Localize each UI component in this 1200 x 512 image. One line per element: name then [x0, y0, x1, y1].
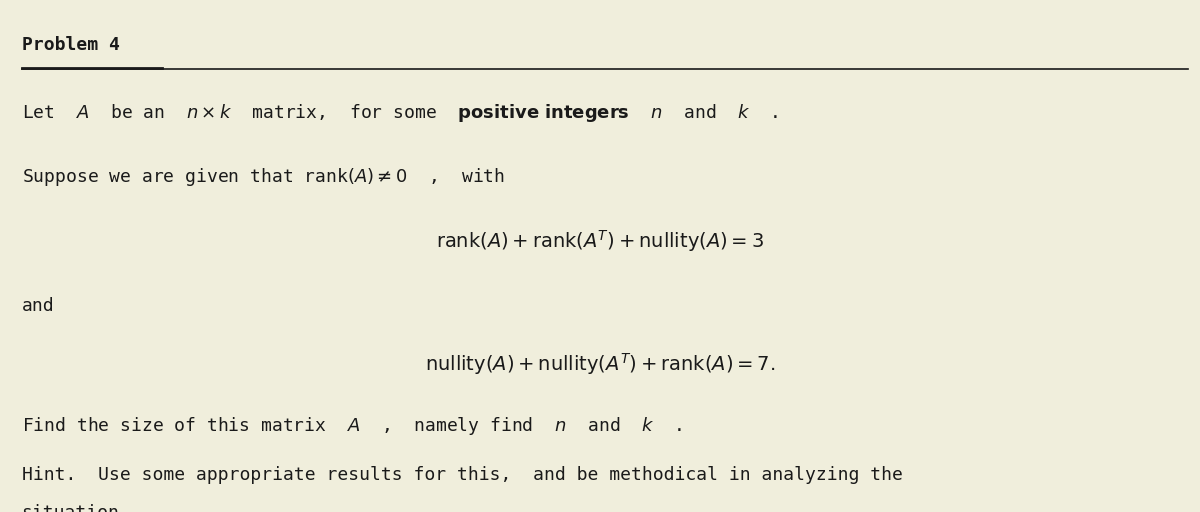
Text: Hint.  Use some appropriate results for this,  and be methodical in analyzing th: Hint. Use some appropriate results for t… [22, 466, 902, 484]
Text: $\mathrm{nullity}(A) + \mathrm{nullity}(A^T) + \mathrm{rank}(A) = 7.$: $\mathrm{nullity}(A) + \mathrm{nullity}(… [425, 351, 775, 377]
Text: Problem 4: Problem 4 [22, 36, 120, 54]
Text: situation.: situation. [22, 504, 131, 512]
Text: $\mathrm{rank}(A) + \mathrm{rank}(A^T) + \mathrm{nullity}(A) = 3$: $\mathrm{rank}(A) + \mathrm{rank}(A^T) +… [436, 228, 764, 254]
Text: Suppose we are given that rank$(A) \neq 0$  ,  with: Suppose we are given that rank$(A) \neq … [22, 166, 504, 188]
Text: and: and [22, 297, 54, 315]
Text: Let  $A$  be an  $n \times k$  matrix,  for some  $\mathbf{positive\ integers}$ : Let $A$ be an $n \times k$ matrix, for s… [22, 102, 778, 124]
Text: Find the size of this matrix  $A$  ,  namely find  $n$  and  $k$  .: Find the size of this matrix $A$ , namel… [22, 415, 682, 437]
